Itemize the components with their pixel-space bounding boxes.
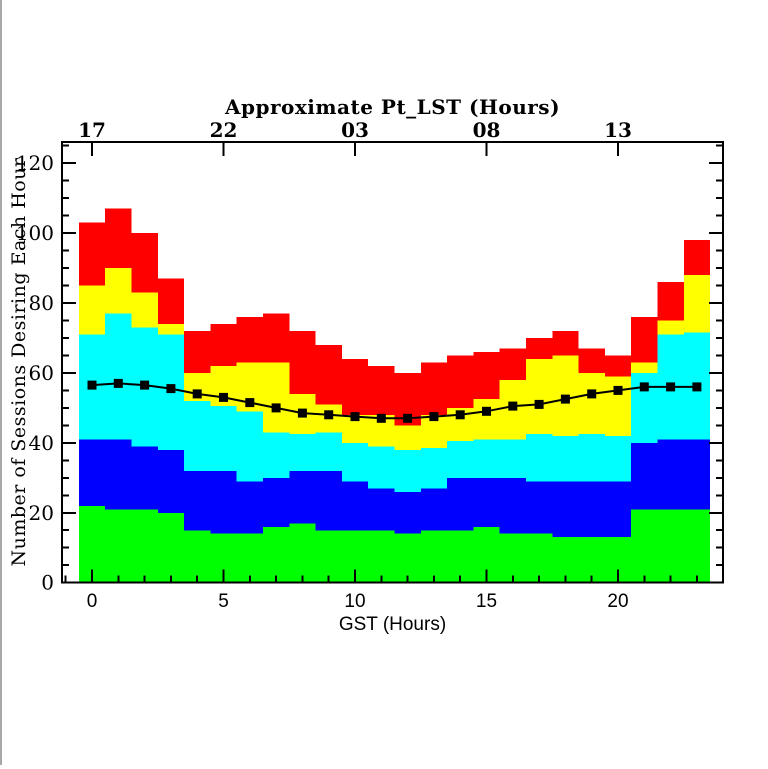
svg-text:13: 13 [604,118,632,142]
svg-text:120: 120 [16,151,54,175]
window-edge-border [0,0,2,765]
svg-text:10: 10 [344,591,365,612]
svg-text:80: 80 [29,291,54,315]
top-axis-ticks [91,142,619,156]
top-axis-tick-labels: 17 22 03 08 13 [78,118,632,142]
y-axis-tick-labels: 0 20 40 60 80 100 120 [16,151,54,595]
svg-text:08: 08 [473,118,501,142]
svg-text:5: 5 [218,591,229,612]
x-axis-title: GST (Hours) [338,614,447,635]
y-axis-title: Number of Sessions Desiring Each Hour [8,157,30,567]
svg-text:60: 60 [29,361,54,385]
svg-text:100: 100 [16,221,54,245]
axis-box [61,141,724,584]
svg-text:0: 0 [41,571,54,595]
y-axis-ticks [62,144,723,584]
top-axis-title: Approximate Pt_LST (Hours) [224,95,561,119]
bars-layer [78,208,711,583]
x-axis-ticks [64,569,698,583]
x-axis-tick-labels: 0 5 10 15 20 [87,591,629,612]
svg-text:03: 03 [341,118,369,142]
svg-text:22: 22 [210,118,238,142]
svg-text:17: 17 [78,118,106,142]
svg-text:20: 20 [29,501,54,525]
svg-text:0: 0 [87,591,98,612]
svg-text:20: 20 [607,591,628,612]
svg-text:40: 40 [29,431,54,455]
sessions-line-markers [87,378,702,423]
svg-text:15: 15 [476,591,497,612]
